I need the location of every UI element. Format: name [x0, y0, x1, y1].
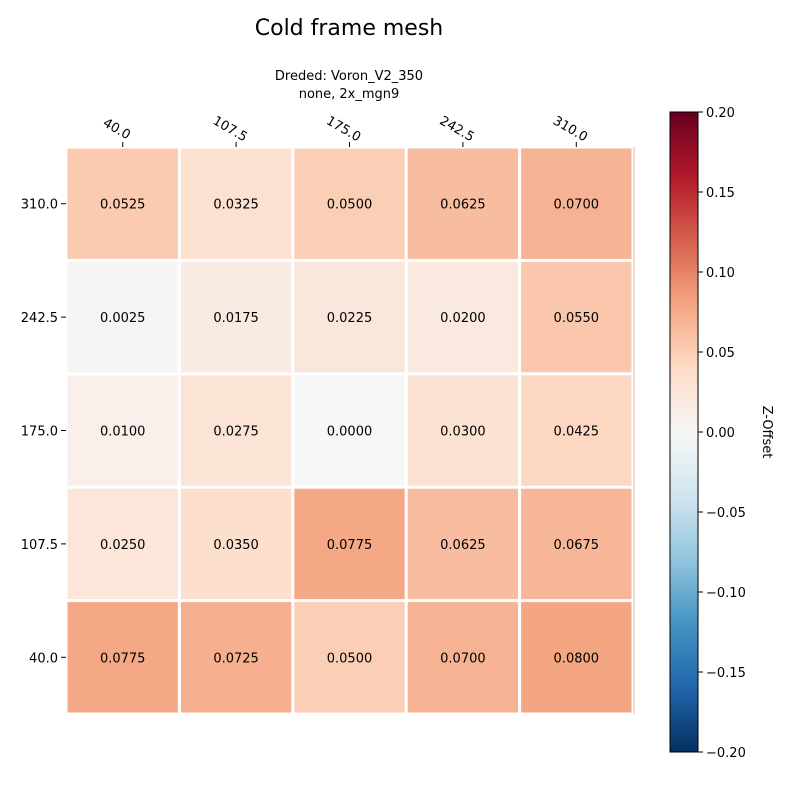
y-axis: 310.0 242.5 175.0 107.5 40.0: [21, 198, 66, 666]
heatmap-cells: 0.0525 0.0325 0.0500 0.0625 0.0700 0.0025 0.01…: [67, 147, 635, 714]
colorbar-label: Z-Offset: [759, 406, 774, 459]
colorbar-tick-label: −0.15: [706, 666, 746, 681]
cell-value-label: 0.0350: [213, 538, 259, 553]
heatmap-cell: [294, 261, 405, 373]
cell-value-label: 0.0675: [554, 538, 600, 553]
cell-value-label: 0.0775: [100, 651, 146, 666]
y-tick-label: 107.5: [21, 538, 58, 553]
cell-value-label: 0.0250: [100, 538, 146, 553]
heatmap-cell: [180, 375, 292, 486]
cell-value-label: 0.0725: [213, 651, 259, 666]
cell-value-label: 0.0700: [554, 198, 600, 213]
cell-value-label: 0.0550: [554, 311, 600, 326]
heatmap-cell: [180, 602, 292, 713]
x-tick-label: 310.0: [550, 114, 590, 146]
cell-value-label: 0.0775: [327, 538, 373, 553]
heatmap-cell: [521, 261, 632, 373]
cell-value-label: 0.0500: [327, 198, 373, 213]
heatmap-cell: [407, 602, 519, 713]
cell-value-label: 0.0325: [213, 198, 259, 213]
colorbar-tick-label: −0.10: [706, 586, 746, 601]
heatmap-cell: [67, 148, 178, 259]
heatmap-cell: [294, 602, 405, 713]
colorbar: 0.20 0.15 0.10 0.05 0.00 −0.05 −0.10 −0.15 −0.20…: [669, 106, 774, 761]
heatmap-cell: [521, 602, 632, 713]
cell-value-label: 0.0625: [440, 538, 486, 553]
x-tick-label: 175.0: [323, 114, 363, 146]
heatmap-cell: [407, 375, 519, 486]
cell-value-label: 0.0000: [327, 425, 373, 440]
heatmap-cell: [294, 375, 405, 486]
heatmap-cell: [407, 148, 519, 259]
cell-value-label: 0.0800: [554, 651, 600, 666]
y-tick-label: 175.0: [21, 425, 58, 440]
heatmap-cell: [67, 261, 178, 373]
colorbar-tick-label: −0.05: [706, 506, 746, 521]
chart-subtitle-line-2: none, 2x_mgn9: [299, 87, 400, 102]
y-tick-label: 242.5: [21, 311, 58, 326]
cell-value-label: 0.0525: [100, 198, 146, 213]
colorbar-tick-label: −0.20: [706, 746, 746, 761]
colorbar-tick-label: 0.20: [706, 106, 735, 121]
cell-value-label: 0.0625: [440, 198, 486, 213]
heatmap-cell: [521, 488, 632, 600]
cell-value-label: 0.0100: [100, 425, 146, 440]
heatmap-cell: [521, 375, 632, 486]
heatmap-cell: [180, 261, 292, 373]
y-tick-label: 310.0: [21, 198, 58, 213]
heatmap-cell: [67, 375, 178, 486]
x-tick-label: 107.5: [210, 114, 250, 146]
cell-value-label: 0.0025: [100, 311, 146, 326]
colorbar-gradient: [669, 111, 699, 753]
heatmap-cell: [294, 148, 405, 259]
cell-value-label: 0.0275: [213, 425, 259, 440]
heatmap-cell: [67, 488, 178, 600]
cell-value-label: 0.0225: [327, 311, 373, 326]
heatmap-cell: [180, 148, 292, 259]
heatmap-cell: [180, 488, 292, 600]
colorbar-tick-label: 0.00: [706, 426, 735, 441]
heatmap-cell: [294, 488, 405, 600]
heatmap-cell: [407, 261, 519, 373]
cell-value-label: 0.0175: [213, 311, 259, 326]
heatmap-cell: [407, 488, 519, 600]
colorbar-tick-label: 0.05: [706, 346, 735, 361]
colorbar-tick-label: 0.15: [706, 186, 735, 201]
heatmap-cell: [67, 602, 178, 713]
colorbar-tick-label: 0.10: [706, 266, 735, 281]
y-tick-label: 40.0: [29, 651, 58, 666]
x-tick-label: 40.0: [100, 116, 133, 143]
cell-value-label: 0.0200: [440, 311, 486, 326]
cell-value-label: 0.0300: [440, 425, 486, 440]
chart-subtitle-line-1: Dreded: Voron_V2_350: [275, 69, 423, 84]
cell-value-label: 0.0425: [554, 425, 600, 440]
x-axis: 40.0 107.5 175.0 242.5 310.0: [100, 114, 590, 147]
chart-title: Cold frame mesh: [255, 16, 444, 41]
cell-value-label: 0.0700: [440, 651, 486, 666]
heatmap-cell: [521, 148, 632, 259]
cell-value-label: 0.0500: [327, 651, 373, 666]
x-tick-label: 242.5: [437, 114, 477, 146]
